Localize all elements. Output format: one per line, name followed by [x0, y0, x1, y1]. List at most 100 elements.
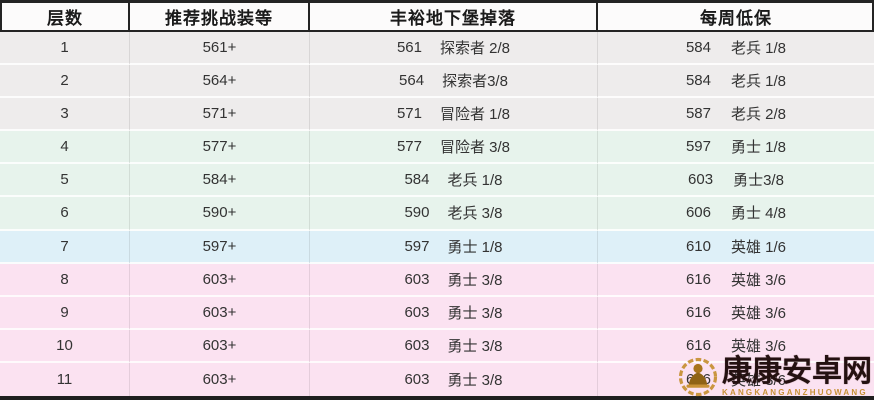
vault-tier-value: 勇士3/8	[733, 172, 784, 190]
delve-drop-cell: 571 冒险者 1/8	[310, 98, 598, 132]
recommended-ilvl-cell: 561+	[130, 32, 310, 66]
table-row: 10 603+ 603 勇士 3/8 616 英雄 3/6	[0, 329, 874, 363]
floor-value: 11	[56, 370, 73, 388]
drop-tier-value: 冒险者 3/8	[440, 139, 511, 157]
floor-cell: 8	[0, 263, 130, 297]
table-header-row: 层数 推荐挑战装等 丰裕地下堡掉落 每周低保	[0, 3, 874, 32]
floor-value: 3	[60, 105, 69, 123]
floor-cell: 7	[0, 230, 130, 264]
floor-cell: 9	[0, 296, 130, 330]
drop-tier-value: 勇士 1/8	[447, 238, 503, 256]
floor-value: 1	[60, 39, 69, 57]
vault-ilvl-value: 597	[685, 138, 711, 156]
drop-ilvl-value: 603	[404, 270, 430, 288]
drop-ilvl-value: 584	[404, 171, 430, 189]
drop-tier-value: 老兵 3/8	[447, 205, 503, 223]
recommended-ilvl-value: 597+	[202, 237, 237, 255]
vault-cell: 597 勇士 1/8	[598, 131, 874, 165]
floor-cell: 4	[0, 131, 130, 165]
recommended-ilvl-cell: 584+	[130, 164, 310, 198]
table-body: 1 561+ 561 探索者 2/8 584 老兵 1/8 2 564+ 564…	[0, 32, 874, 396]
vault-ilvl-value: 603	[688, 171, 714, 189]
drop-ilvl-value: 561	[396, 39, 422, 57]
vault-tier-value: 英雄 3/6	[731, 304, 787, 322]
recommended-ilvl-cell: 603+	[130, 263, 310, 297]
vault-tier-value: 英雄 1/6	[731, 238, 787, 256]
floor-value: 8	[60, 270, 69, 288]
recommended-ilvl-value: 561+	[202, 39, 237, 57]
recommended-ilvl-value: 590+	[202, 204, 237, 222]
drop-tier-value: 探索者3/8	[442, 73, 508, 91]
delve-drop-cell: 561 探索者 2/8	[310, 32, 598, 66]
drop-ilvl-value: 603	[404, 336, 430, 354]
buddha-laurel-wreath-logo-icon	[676, 355, 720, 399]
drop-ilvl-value: 564	[399, 72, 425, 90]
vault-tier-value: 老兵 1/8	[731, 73, 787, 91]
drop-ilvl-value: 603	[404, 370, 430, 388]
table-row: 7 597+ 597 勇士 1/8 610 英雄 1/6	[0, 230, 874, 264]
header-delve-drop: 丰裕地下堡掉落	[310, 3, 598, 30]
floor-cell: 3	[0, 98, 130, 132]
vault-ilvl-value: 587	[685, 105, 711, 123]
table-row: 1 561+ 561 探索者 2/8 584 老兵 1/8	[0, 32, 874, 66]
floor-value: 9	[60, 303, 69, 321]
floor-cell: 2	[0, 65, 130, 99]
floor-cell: 10	[0, 329, 130, 363]
floor-cell: 6	[0, 197, 130, 231]
drop-tier-value: 勇士 3/8	[447, 337, 503, 355]
table-row: 5 584+ 584 老兵 1/8 603 勇士3/8	[0, 164, 874, 198]
table-row: 4 577+ 577 冒险者 3/8 597 勇士 1/8	[0, 131, 874, 165]
delve-drop-cell: 584 老兵 1/8	[310, 164, 598, 198]
vault-ilvl-value: 610	[685, 237, 711, 255]
drop-tier-value: 老兵 1/8	[447, 172, 503, 190]
delve-drop-cell: 564 探索者3/8	[310, 65, 598, 99]
recommended-ilvl-cell: 603+	[130, 296, 310, 330]
drop-tier-value: 勇士 3/8	[447, 271, 503, 289]
recommended-ilvl-value: 577+	[202, 138, 237, 156]
table-row: 8 603+ 603 勇士 3/8 616 英雄 3/6	[0, 263, 874, 297]
recommended-ilvl-value: 603+	[202, 370, 237, 388]
recommended-ilvl-value: 584+	[202, 171, 237, 189]
watermark-site-name: 康康安卓网	[722, 355, 872, 388]
table-row: 3 571+ 571 冒险者 1/8 587 老兵 2/8	[0, 98, 874, 132]
delve-drop-cell: 603 勇士 3/8	[310, 263, 598, 297]
recommended-ilvl-cell: 603+	[130, 362, 310, 396]
table-row: 9 603+ 603 勇士 3/8 616 英雄 3/6	[0, 296, 874, 330]
vault-ilvl-value: 616	[685, 303, 711, 321]
vault-cell: 584 老兵 1/8	[598, 32, 874, 66]
vault-tier-value: 英雄 3/6	[731, 337, 787, 355]
drop-tier-value: 冒险者 1/8	[440, 106, 511, 124]
recommended-ilvl-value: 603+	[202, 336, 237, 354]
vault-cell: 610 英雄 1/6	[598, 231, 874, 264]
drop-tier-value: 勇士 3/8	[447, 304, 503, 322]
watermark-site-name-pinyin: KANGKANGANZHUOWANG	[722, 388, 868, 397]
vault-cell: 616 英雄 3/6	[598, 330, 874, 363]
vault-cell: 616 英雄 3/6	[598, 264, 874, 297]
vault-ilvl-value: 584	[685, 72, 711, 90]
floor-value: 10	[56, 336, 73, 354]
vault-tier-value: 英雄 3/6	[731, 271, 787, 289]
drop-ilvl-value: 603	[404, 303, 430, 321]
vault-tier-value: 勇士 4/8	[731, 205, 787, 223]
table-row: 11 603+ 603 勇士 3/8 616 英雄 3/6	[0, 362, 874, 396]
vault-cell: 587 老兵 2/8	[598, 98, 874, 132]
vault-cell: 603 勇士3/8	[598, 164, 874, 198]
drop-ilvl-value: 597	[404, 237, 430, 255]
drop-tier-value: 探索者 2/8	[440, 40, 511, 58]
site-watermark: 康康安卓网 KANGKANGANZHUOWANG	[676, 355, 872, 399]
floor-value: 5	[60, 171, 69, 189]
vault-tier-value: 勇士 1/8	[731, 139, 787, 157]
header-floor: 层数	[2, 3, 130, 30]
floor-cell: 1	[0, 32, 130, 66]
delve-drop-cell: 603 勇士 3/8	[310, 329, 598, 363]
header-recommended-ilvl: 推荐挑战装等	[130, 3, 310, 30]
vault-tier-value: 老兵 2/8	[731, 106, 787, 124]
vault-ilvl-value: 616	[685, 336, 711, 354]
recommended-ilvl-cell: 577+	[130, 131, 310, 165]
drop-tier-value: 勇士 3/8	[447, 371, 503, 389]
recommended-ilvl-value: 571+	[202, 105, 237, 123]
delve-drop-cell: 577 冒险者 3/8	[310, 131, 598, 165]
floor-value: 6	[60, 204, 69, 222]
header-weekly-vault: 每周低保	[700, 9, 772, 28]
